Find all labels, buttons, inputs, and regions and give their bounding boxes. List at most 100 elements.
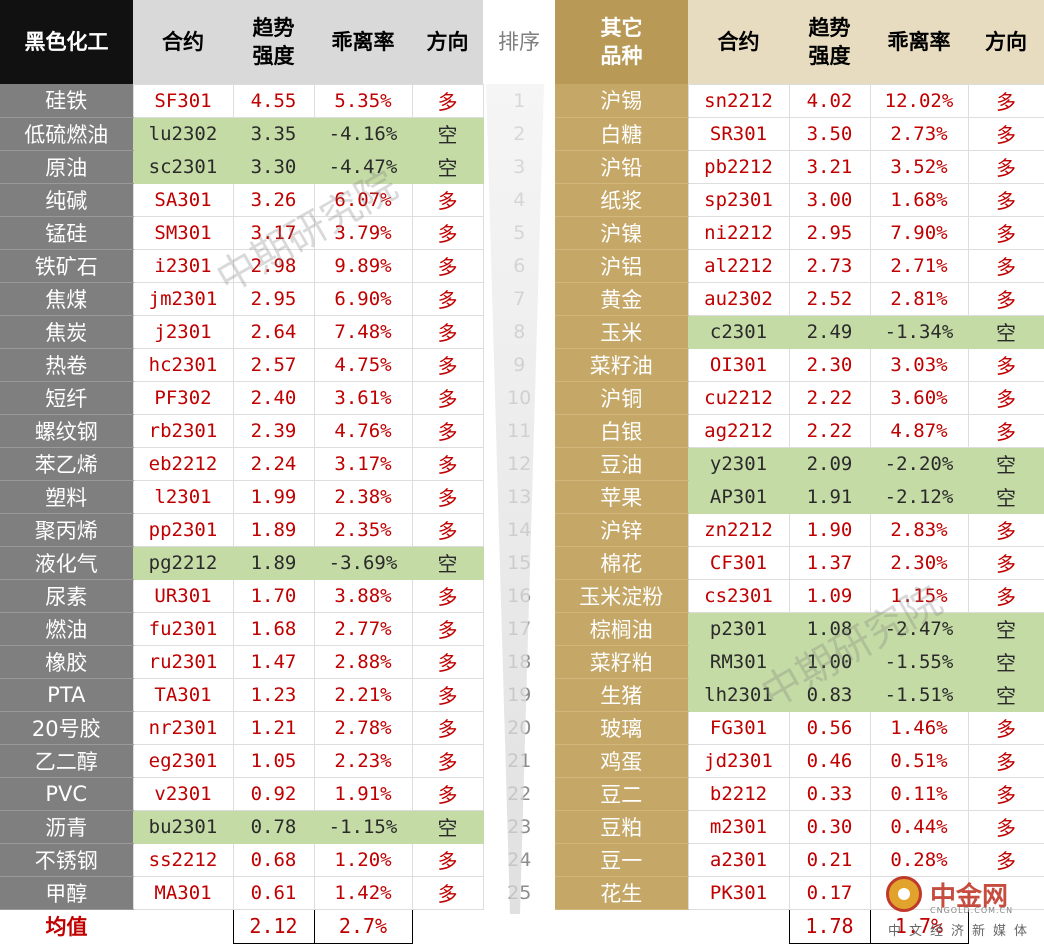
right-trend-cell: 4.02 — [788, 83, 871, 118]
right-direction-cell: 多 — [967, 116, 1044, 151]
left-trend-cell: 1.70 — [232, 578, 315, 613]
rank-cell: 2 — [483, 117, 555, 150]
right-trend-cell: 0.83 — [788, 677, 871, 712]
left-trend-cell: 2.64 — [232, 314, 315, 349]
left-deviation-cell: 2.35% — [313, 512, 413, 547]
left-contract-cell: hc2301 — [132, 347, 234, 382]
left-variety-name: 尿素 — [0, 579, 133, 613]
right-deviation-cell: 2.71% — [869, 248, 969, 283]
left-direction-cell: 多 — [411, 182, 484, 217]
rank-cell: 25 — [483, 876, 555, 909]
header-trend-right: 趋势 强度 — [789, 0, 870, 84]
table-row: 铁矿石 i2301 2.98 9.89% 多 6 沪铝 al2212 2.73 2.71% 多 — [0, 248, 1044, 283]
right-contract-cell: ni2212 — [687, 215, 790, 250]
table-row: 沥青 bu2301 0.78 -1.15% 空 23 豆粕 m2301 0.30 0.44% 多 — [0, 809, 1044, 844]
right-direction-cell: 多 — [967, 347, 1044, 382]
left-deviation-cell: -3.69% — [313, 545, 413, 580]
left-variety-name: 聚丙烯 — [0, 513, 133, 547]
right-variety-name: 玉米淀粉 — [555, 579, 688, 613]
left-variety-name: 短纤 — [0, 381, 133, 415]
right-variety-name: 沪铝 — [555, 249, 688, 283]
average-left-trend: 2.12 — [232, 908, 315, 944]
right-variety-name: 沪锌 — [555, 513, 688, 547]
table-row: 硅铁 SF301 4.55 5.35% 多 1 沪锡 sn2212 4.02 12.02% 多 — [0, 83, 1044, 118]
right-deviation-cell: 1.68% — [869, 182, 969, 217]
right-variety-name: 沪铜 — [555, 381, 688, 415]
right-trend-cell: 0.21 — [788, 842, 871, 877]
right-variety-name: 黄金 — [555, 282, 688, 316]
right-trend-cell: 1.91 — [788, 479, 871, 514]
left-contract-cell: fu2301 — [132, 611, 234, 646]
right-deviation-cell: 2.73% — [869, 116, 969, 151]
right-trend-cell: 3.21 — [788, 149, 871, 184]
right-trend-cell: 1.90 — [788, 512, 871, 547]
left-contract-cell: nr2301 — [132, 710, 234, 745]
left-contract-cell: bu2301 — [132, 809, 234, 844]
left-deviation-cell: 7.48% — [313, 314, 413, 349]
left-direction-cell: 空 — [411, 116, 484, 151]
rank-cell: 18 — [483, 645, 555, 678]
left-direction-cell: 多 — [411, 710, 484, 745]
right-deviation-cell: -1.55% — [869, 644, 969, 679]
left-deviation-cell: 2.78% — [313, 710, 413, 745]
left-deviation-cell: 2.77% — [313, 611, 413, 646]
right-contract-cell: CF301 — [687, 545, 790, 580]
left-contract-cell: ss2212 — [132, 842, 234, 877]
left-variety-name: PTA — [0, 678, 133, 712]
right-contract-cell: a2301 — [687, 842, 790, 877]
left-variety-name: 热卷 — [0, 348, 133, 382]
left-contract-cell: eg2301 — [132, 743, 234, 778]
right-variety-name: 纸浆 — [555, 183, 688, 217]
average-blank — [412, 909, 483, 943]
right-trend-cell: 1.08 — [788, 611, 871, 646]
table-row: 乙二醇 eg2301 1.05 2.23% 多 21 鸡蛋 jd2301 0.46 0.51% 多 — [0, 743, 1044, 778]
right-contract-cell: cs2301 — [687, 578, 790, 613]
left-contract-cell: SA301 — [132, 182, 234, 217]
right-direction-cell: 多 — [967, 512, 1044, 547]
right-contract-cell: pb2212 — [687, 149, 790, 184]
left-direction-cell: 多 — [411, 248, 484, 283]
right-variety-name: 玻璃 — [555, 711, 688, 745]
right-deviation-cell: 0.28% — [869, 842, 969, 877]
header-rank: 排序 — [483, 0, 555, 84]
right-contract-cell: jd2301 — [687, 743, 790, 778]
right-trend-cell: 2.09 — [788, 446, 871, 481]
right-direction-cell: 多 — [967, 215, 1044, 250]
right-deviation-cell: 1.15% — [869, 578, 969, 613]
right-contract-cell: zn2212 — [687, 512, 790, 547]
left-deviation-cell: 2.23% — [313, 743, 413, 778]
left-trend-cell: 3.35 — [232, 116, 315, 151]
left-variety-name: 纯碱 — [0, 183, 133, 217]
left-contract-cell: jm2301 — [132, 281, 234, 316]
left-trend-cell: 2.98 — [232, 248, 315, 283]
left-variety-name: 甲醇 — [0, 876, 133, 910]
right-contract-cell: SR301 — [687, 116, 790, 151]
table-row: 20号胶 nr2301 1.21 2.78% 多 20 玻璃 FG301 0.56 1.46% 多 — [0, 710, 1044, 745]
rank-cell: 1 — [483, 84, 555, 117]
right-direction-cell: 多 — [967, 182, 1044, 217]
table-row: 苯乙烯 eb2212 2.24 3.17% 多 12 豆油 y2301 2.09 -2.20% 空 — [0, 446, 1044, 481]
average-left-deviation: 2.7% — [313, 908, 413, 944]
right-direction-cell — [967, 875, 1044, 910]
table-row: 焦煤 jm2301 2.95 6.90% 多 7 黄金 au2302 2.52 2.81% 多 — [0, 281, 1044, 316]
rank-cell: 15 — [483, 546, 555, 579]
left-trend-cell: 3.17 — [232, 215, 315, 250]
rank-cell: 12 — [483, 447, 555, 480]
right-contract-cell: ag2212 — [687, 413, 790, 448]
left-contract-cell: lu2302 — [132, 116, 234, 151]
right-variety-name: 豆油 — [555, 447, 688, 481]
left-trend-cell: 3.30 — [232, 149, 315, 184]
left-deviation-cell: 1.91% — [313, 776, 413, 811]
left-deviation-cell: 2.38% — [313, 479, 413, 514]
right-variety-name: 白银 — [555, 414, 688, 448]
right-deviation-cell: 12.02% — [869, 83, 969, 118]
right-contract-cell: sn2212 — [687, 83, 790, 118]
left-contract-cell: l2301 — [132, 479, 234, 514]
left-direction-cell: 多 — [411, 281, 484, 316]
left-contract-cell: i2301 — [132, 248, 234, 283]
left-direction-cell: 空 — [411, 809, 484, 844]
right-variety-name: 鸡蛋 — [555, 744, 688, 778]
header-contract: 合约 — [133, 0, 233, 84]
left-direction-cell: 多 — [411, 677, 484, 712]
right-trend-cell: 3.00 — [788, 182, 871, 217]
